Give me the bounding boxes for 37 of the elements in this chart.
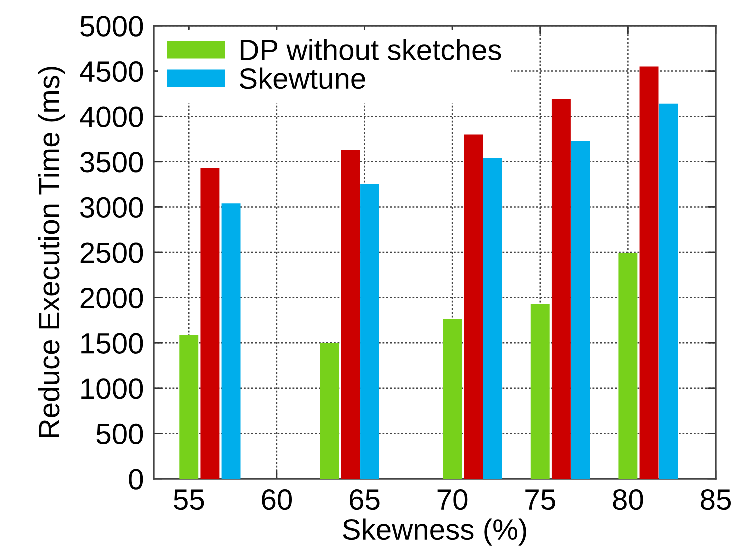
y-tick-label: 0	[129, 469, 144, 490]
y-tick-label: 4000	[80, 106, 144, 128]
bar	[320, 343, 340, 479]
y-tick-label: 2000	[80, 288, 144, 309]
y-tick-label: 1000	[82, 378, 144, 400]
bar	[200, 168, 220, 479]
x-tick-label: 65	[350, 489, 380, 510]
bar	[443, 320, 462, 479]
y-tick-label: 2500	[80, 242, 144, 264]
bar	[530, 304, 550, 479]
bar	[464, 134, 484, 479]
x-tick-label: 75	[526, 490, 556, 510]
bar	[640, 66, 659, 479]
x-tick-label: 70	[438, 489, 468, 510]
y-axis-title: Reduce Execution Time (ms)	[38, 67, 66, 438]
bar	[180, 334, 199, 479]
y-tick-label: 500	[96, 424, 144, 445]
bar	[341, 150, 360, 479]
x-tick-label: 60	[262, 489, 292, 510]
y-tick-label: 3500	[80, 152, 144, 173]
y-tick-label: 4500	[80, 62, 144, 82]
legend-label: DP without sketches	[240, 39, 502, 61]
legend-label: Skewtune	[240, 68, 366, 90]
bar	[360, 184, 380, 479]
x-tick-label: 80	[613, 489, 644, 510]
x-axis-title: Skewness (%)	[343, 518, 526, 546]
bar	[483, 158, 502, 479]
bar	[571, 141, 590, 479]
y-tick-label: 3000	[80, 197, 144, 218]
y-tick-label: 1500	[82, 333, 144, 354]
bar	[222, 204, 241, 479]
bar	[659, 104, 678, 479]
bar	[618, 253, 638, 479]
y-tick-label: 5000	[80, 16, 144, 37]
x-tick-label: 55	[174, 490, 204, 510]
bar	[552, 99, 571, 479]
x-tick-label: 85	[701, 489, 731, 510]
